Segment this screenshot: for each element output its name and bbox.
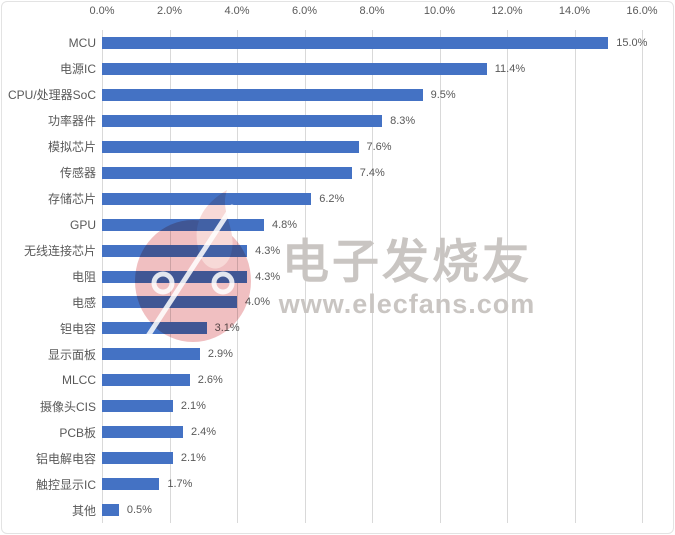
category-label: 无线连接芯片 — [23, 244, 96, 259]
gridline — [574, 30, 576, 523]
category-label: 存储芯片 — [47, 192, 96, 207]
bar — [102, 478, 160, 491]
value-label: 2.6% — [197, 374, 223, 387]
x-tick-label: 6.0% — [291, 5, 318, 17]
x-tick-label: 10.0% — [423, 5, 456, 17]
bar — [102, 348, 200, 361]
bar — [102, 400, 173, 413]
x-tick-label: 0.0% — [89, 5, 115, 17]
category-label: 电感 — [71, 295, 96, 310]
value-label: 0.5% — [126, 504, 152, 517]
bar — [102, 504, 119, 517]
value-label: 1.7% — [167, 478, 193, 491]
x-tick-label: 14.0% — [558, 5, 591, 17]
bar — [102, 36, 609, 49]
value-label: 4.0% — [245, 296, 271, 309]
value-label: 2.9% — [207, 348, 233, 361]
bar — [102, 114, 383, 127]
bar — [102, 322, 207, 335]
value-label: 15.0% — [616, 36, 648, 49]
value-label: 2.1% — [180, 400, 206, 413]
value-label: 4.3% — [255, 244, 281, 257]
category-label: GPU — [69, 217, 96, 232]
category-label: 传感器 — [59, 166, 96, 181]
x-axis: 0.0% 2.0% 4.0% 6.0% 8.0% 10.0% 12.0% 14.0% 16.0% — [89, 5, 657, 21]
category-label: CPU/处理器SoC — [7, 88, 96, 103]
value-label: 7.4% — [359, 166, 385, 179]
category-label: 模拟芯片 — [47, 140, 96, 155]
gridline — [507, 30, 508, 523]
category-label: 触控显示IC — [35, 477, 96, 492]
value-label: 7.6% — [366, 140, 392, 153]
category-axis: MCU 电源IC CPU/处理器SoC 功率器件模拟芯片传感器存储芯片 GPU 无线连接芯… — [0, 30, 96, 523]
x-tick-label: 8.0% — [359, 5, 385, 17]
value-label: 4.8% — [272, 218, 298, 231]
category-label: 摄像头CIS — [39, 399, 96, 414]
category-label: MCU — [68, 35, 96, 50]
category-label: 功率器件 — [47, 114, 96, 129]
category-label: MLCC — [61, 373, 96, 388]
category-label: PCB板 — [59, 425, 96, 440]
bar — [102, 374, 190, 387]
value-label: 9.5% — [430, 88, 456, 101]
gridline — [372, 30, 373, 523]
value-label: 4.3% — [255, 270, 281, 283]
x-tick-label: 16.0% — [626, 5, 658, 17]
bar — [102, 244, 248, 257]
value-label: 3.1% — [214, 322, 240, 335]
x-tick-label: 2.0% — [156, 5, 183, 17]
x-tick-label: 4.0% — [224, 5, 250, 17]
bar — [102, 166, 352, 179]
category-label: 电阻 — [71, 269, 96, 284]
category-label: 钽电容 — [59, 321, 96, 336]
value-label: 11.4% — [494, 62, 526, 75]
value-label: 2.4% — [191, 426, 217, 439]
bar — [102, 296, 237, 309]
category-label: 显示面板 — [47, 347, 96, 362]
bar — [102, 62, 487, 75]
value-label: 6.2% — [319, 192, 345, 205]
bar — [102, 426, 183, 439]
category-label: 其他 — [71, 503, 96, 518]
gridline — [642, 30, 643, 523]
gridline — [439, 30, 441, 523]
value-label: 8.3% — [390, 114, 416, 127]
bar — [102, 270, 248, 283]
plot-area: 15.0% 11.4% 9.5% 8.3% 7.6% 7.4% 6.2% 4.8% 4.3% 4.… — [102, 30, 647, 523]
category-label: 铝电解电容 — [35, 451, 96, 466]
bar — [102, 140, 359, 153]
category-label: 电源IC — [59, 62, 96, 77]
bar — [102, 218, 264, 231]
x-tick-label: 12.0% — [491, 5, 523, 17]
bar — [102, 88, 423, 101]
value-label: 2.1% — [180, 452, 206, 465]
bar — [102, 452, 173, 465]
bar — [102, 192, 312, 205]
gridline — [304, 30, 306, 523]
